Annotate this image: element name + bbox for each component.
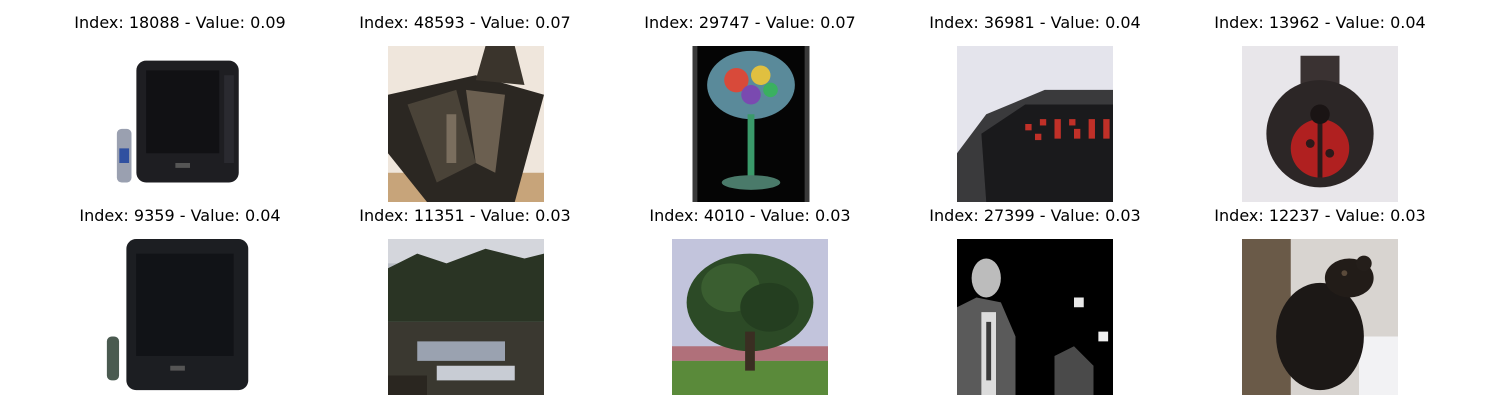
image-panel-7: Index: 11351 - Value: 0.03 bbox=[315, 203, 615, 395]
thumbnail-image bbox=[112, 46, 268, 202]
panel-title: Index: 11351 - Value: 0.03 bbox=[359, 206, 571, 225]
thumbnail-image bbox=[673, 46, 829, 202]
panel-title: Index: 9359 - Value: 0.04 bbox=[79, 206, 281, 225]
image-panel-5: Index: 13962 - Value: 0.04 bbox=[1170, 10, 1470, 202]
image-panel-3: Index: 29747 - Value: 0.07 bbox=[600, 10, 900, 202]
image-panel-2: Index: 48593 - Value: 0.07 bbox=[315, 10, 615, 202]
thumbnail-image bbox=[957, 239, 1113, 395]
panel-title: Index: 48593 - Value: 0.07 bbox=[359, 13, 571, 32]
thumbnail-image bbox=[672, 239, 828, 395]
panel-title: Index: 29747 - Value: 0.07 bbox=[644, 13, 856, 32]
panel-title: Index: 4010 - Value: 0.03 bbox=[649, 206, 851, 225]
image-panel-4: Index: 36981 - Value: 0.04 bbox=[885, 10, 1185, 202]
image-panel-1: Index: 18088 - Value: 0.09 bbox=[30, 10, 330, 202]
thumbnail-image bbox=[957, 46, 1113, 202]
thumbnail-image bbox=[388, 239, 544, 395]
thumbnail-image bbox=[388, 46, 544, 202]
panel-title: Index: 27399 - Value: 0.03 bbox=[929, 206, 1141, 225]
panel-title: Index: 36981 - Value: 0.04 bbox=[929, 13, 1141, 32]
image-panel-8: Index: 4010 - Value: 0.03 bbox=[600, 203, 900, 395]
thumbnail-image bbox=[102, 239, 258, 395]
image-panel-6: Index: 9359 - Value: 0.04 bbox=[30, 203, 330, 395]
thumbnail-image bbox=[1242, 239, 1398, 395]
image-panel-9: Index: 27399 - Value: 0.03 bbox=[885, 203, 1185, 395]
panel-title: Index: 18088 - Value: 0.09 bbox=[74, 13, 286, 32]
thumbnail-image bbox=[1242, 46, 1398, 202]
image-panel-10: Index: 12237 - Value: 0.03 bbox=[1170, 203, 1470, 395]
panel-title: Index: 13962 - Value: 0.04 bbox=[1214, 13, 1426, 32]
panel-title: Index: 12237 - Value: 0.03 bbox=[1214, 206, 1426, 225]
